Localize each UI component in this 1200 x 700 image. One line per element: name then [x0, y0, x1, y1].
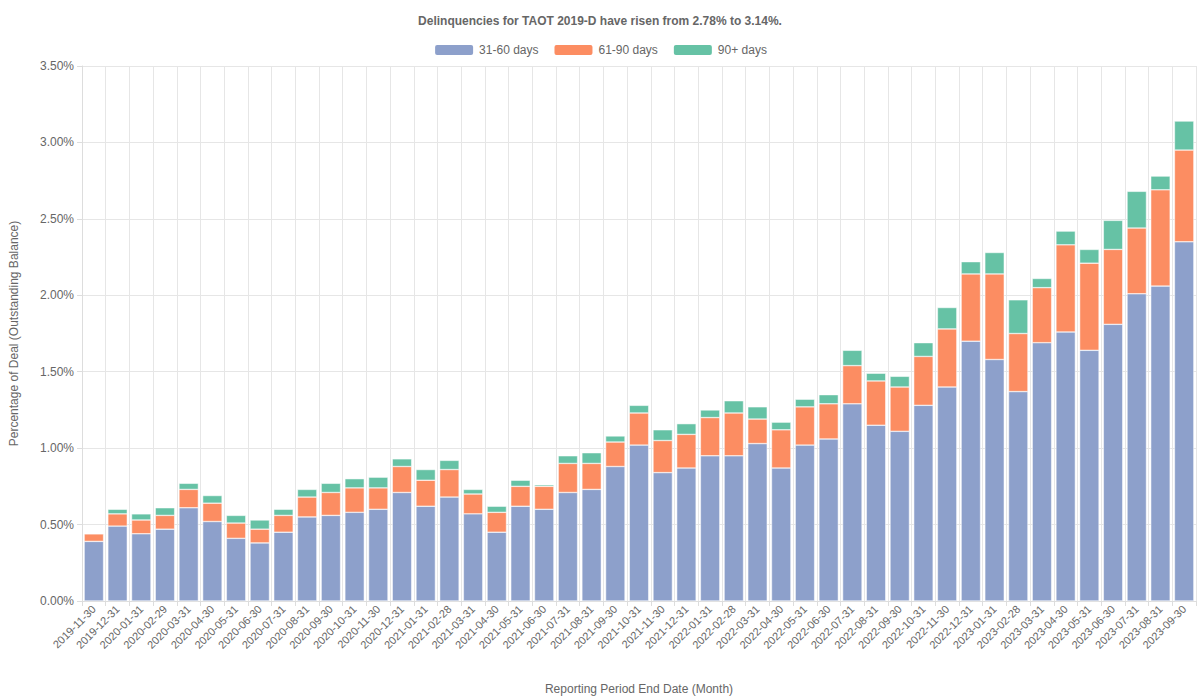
- svg-text:2021-06-30: 2021-06-30: [500, 602, 549, 651]
- svg-text:2022-12-31: 2022-12-31: [926, 602, 976, 651]
- svg-text:2020-07-31: 2020-07-31: [239, 602, 288, 651]
- svg-text:2019-12-31: 2019-12-31: [73, 602, 122, 651]
- svg-text:2022-10-31: 2022-10-31: [879, 602, 928, 651]
- svg-text:2020-12-31: 2020-12-31: [358, 602, 407, 651]
- svg-text:2021-01-31: 2021-01-31: [381, 602, 430, 651]
- svg-text:0.50%: 0.50%: [40, 518, 74, 532]
- svg-text:2021-05-31: 2021-05-31: [476, 602, 525, 651]
- svg-text:1.50%: 1.50%: [40, 365, 74, 379]
- svg-text:2022-07-31: 2022-07-31: [808, 602, 857, 651]
- svg-text:2023-08-31: 2023-08-31: [1116, 602, 1165, 651]
- svg-text:3.00%: 3.00%: [40, 135, 74, 149]
- svg-text:Delinquencies for TAOT 2019-D: Delinquencies for TAOT 2019-D have risen…: [418, 14, 782, 28]
- svg-text:2021-03-31: 2021-03-31: [429, 602, 478, 651]
- svg-text:2020-04-30: 2020-04-30: [168, 602, 217, 651]
- svg-text:3.50%: 3.50%: [40, 59, 74, 73]
- svg-text:61-90 days: 61-90 days: [598, 43, 657, 57]
- svg-text:2020-05-31: 2020-05-31: [192, 602, 241, 651]
- svg-text:90+ days: 90+ days: [718, 43, 767, 57]
- svg-text:2.00%: 2.00%: [40, 288, 74, 302]
- svg-text:Reporting Period End Date (Mon: Reporting Period End Date (Month): [545, 682, 733, 696]
- svg-text:2022-03-31: 2022-03-31: [713, 602, 762, 651]
- svg-text:2022-06-30: 2022-06-30: [784, 602, 833, 651]
- svg-text:2020-03-31: 2020-03-31: [144, 602, 193, 651]
- svg-text:2021-02-28: 2021-02-28: [405, 602, 454, 651]
- svg-text:2020-10-31: 2020-10-31: [310, 602, 359, 651]
- svg-text:2023-07-31: 2023-07-31: [1092, 602, 1141, 651]
- svg-text:2023-09-30: 2023-09-30: [1140, 603, 1188, 651]
- svg-text:2023-02-28: 2023-02-28: [974, 602, 1023, 651]
- svg-text:2021-07-31: 2021-07-31: [523, 602, 573, 651]
- svg-text:2023-05-31: 2023-05-31: [1045, 602, 1094, 651]
- svg-text:2.50%: 2.50%: [40, 212, 74, 226]
- svg-text:2020-08-31: 2020-08-31: [263, 602, 312, 651]
- svg-text:2022-02-28: 2022-02-28: [689, 602, 739, 651]
- svg-text:2020-09-30: 2020-09-30: [286, 602, 336, 651]
- svg-text:2020-06-30: 2020-06-30: [215, 602, 264, 651]
- svg-text:2023-04-30: 2023-04-30: [1021, 602, 1070, 651]
- svg-text:2023-03-31: 2023-03-31: [998, 602, 1047, 651]
- svg-text:2023-01-31: 2023-01-31: [950, 602, 999, 651]
- svg-text:2021-08-31: 2021-08-31: [547, 602, 596, 651]
- svg-text:2022-05-31: 2022-05-31: [760, 602, 810, 651]
- svg-text:2020-01-31: 2020-01-31: [97, 602, 146, 651]
- svg-text:31-60 days: 31-60 days: [479, 43, 538, 57]
- svg-text:2022-01-31: 2022-01-31: [666, 602, 715, 651]
- svg-text:2021-12-31: 2021-12-31: [642, 602, 691, 651]
- svg-text:2023-06-30: 2023-06-30: [1069, 602, 1118, 651]
- svg-text:2022-04-30: 2022-04-30: [737, 602, 786, 651]
- svg-text:2022-08-31: 2022-08-31: [832, 602, 881, 651]
- svg-text:2021-11-30: 2021-11-30: [619, 602, 667, 651]
- svg-text:Percentage of Deal (Outstandin: Percentage of Deal (Outstanding Balance): [7, 221, 21, 446]
- svg-text:2022-11-30: 2022-11-30: [903, 602, 952, 651]
- svg-text:2021-10-31: 2021-10-31: [595, 602, 644, 651]
- svg-text:0.00%: 0.00%: [40, 594, 74, 608]
- svg-text:2021-04-30: 2021-04-30: [452, 602, 501, 651]
- svg-text:2020-02-29: 2020-02-29: [121, 602, 170, 651]
- svg-text:1.00%: 1.00%: [40, 441, 74, 455]
- svg-text:2022-09-30: 2022-09-30: [855, 602, 904, 651]
- svg-text:2020-11-30: 2020-11-30: [334, 602, 383, 651]
- svg-text:2019-11-30: 2019-11-30: [50, 602, 99, 651]
- svg-text:2021-09-30: 2021-09-30: [571, 602, 620, 651]
